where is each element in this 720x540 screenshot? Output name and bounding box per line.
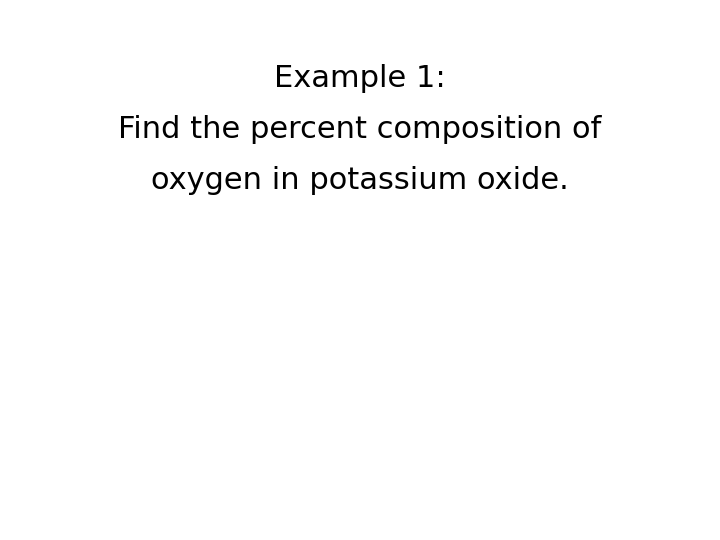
Text: oxygen in potassium oxide.: oxygen in potassium oxide. [151, 166, 569, 195]
Text: Example 1:: Example 1: [274, 64, 446, 93]
Text: Find the percent composition of: Find the percent composition of [118, 115, 602, 144]
